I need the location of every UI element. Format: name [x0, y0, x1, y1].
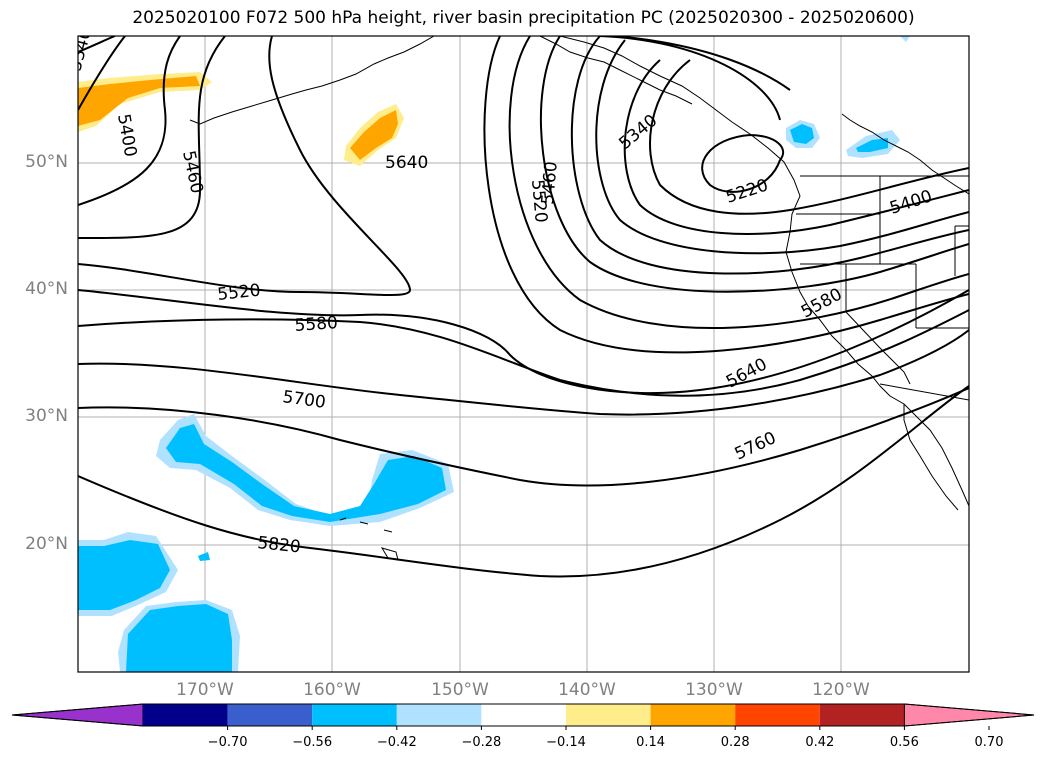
precip-shading-negative	[78, 36, 910, 672]
colorbar	[11, 703, 1035, 730]
contour-label: 5640	[385, 153, 428, 173]
contour-label: 5340	[66, 26, 97, 73]
colorbar-bin	[227, 704, 313, 726]
colorbar-tick-label: −0.14	[546, 735, 586, 750]
colorbar-outline	[11, 703, 1035, 727]
colorbar-tick-label: −0.70	[207, 735, 248, 750]
lat-label-50n: 50°N	[25, 152, 68, 172]
contour-labels: 5340 5400 5460 5640 5520 5580 5700 5820 …	[66, 26, 935, 557]
colorbar-bin	[566, 704, 651, 726]
contour-label: 5220	[723, 175, 770, 207]
lon-label-170w: 170°W	[176, 680, 234, 700]
contour-label: 5520	[527, 179, 551, 224]
map-frame	[77, 35, 970, 673]
colorbar-tick-label: 0.42	[805, 735, 835, 750]
contour-label: 5820	[256, 533, 301, 557]
contour-label: 5340	[615, 111, 661, 154]
colorbar-tick-label: 0.70	[974, 735, 1004, 750]
colorbar-tick-label: −0.28	[461, 735, 502, 750]
lat-label-40n: 40°N	[25, 279, 68, 299]
state-borders	[796, 175, 969, 401]
contour-label: 5700	[281, 387, 327, 413]
contour-label: 5460	[178, 149, 207, 195]
contour-label: 5580	[294, 313, 339, 336]
map-title: 2025020100 F072 500 hPa height, river ba…	[132, 8, 915, 28]
colorbar-tick-label: −0.56	[292, 735, 333, 750]
colorbar-bin	[650, 704, 736, 726]
height-contours	[78, 36, 969, 578]
colorbar-tick-label: −0.42	[376, 735, 417, 750]
colorbar-tick-label: 0.14	[636, 735, 666, 750]
colorbar-bin	[481, 704, 566, 726]
lon-label-150w: 150°W	[431, 680, 489, 700]
contour-label: 5460	[538, 161, 562, 206]
lat-label-30n: 30°N	[25, 406, 68, 426]
colorbar-extend-low	[11, 703, 144, 727]
colorbar-extend-high	[903, 703, 1035, 727]
contour-label: 5400	[887, 186, 934, 218]
colorbar-tick-label: 0.56	[889, 735, 919, 750]
contour-label: 5640	[723, 354, 771, 392]
colorbar-bin	[819, 704, 905, 726]
colorbar-bin	[735, 704, 820, 726]
lon-label-130w: 130°W	[685, 680, 743, 700]
contour-label: 5520	[216, 281, 261, 305]
contour-label: 5760	[732, 428, 780, 464]
colorbar-bin	[143, 704, 228, 726]
lon-label-120w: 120°W	[812, 680, 870, 700]
colorbar-bin	[396, 704, 482, 726]
coastlines	[189, 36, 969, 561]
lon-label-140w: 140°W	[558, 680, 616, 700]
contour-label: 5400	[113, 112, 140, 158]
colorbar-tick-label: 0.28	[720, 735, 750, 750]
lat-label-20n: 20°N	[25, 534, 68, 554]
colorbar-bin	[312, 704, 397, 726]
precip-shading-positive	[78, 72, 404, 166]
lon-label-160w: 160°W	[303, 680, 361, 700]
